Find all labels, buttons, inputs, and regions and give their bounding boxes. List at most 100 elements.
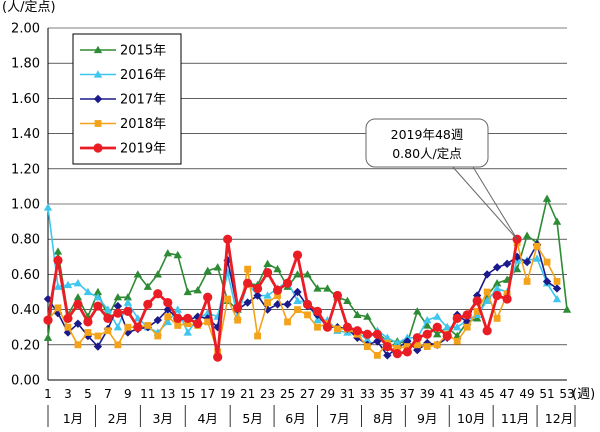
data-point bbox=[193, 286, 202, 294]
y-tick-label: 1.00 bbox=[11, 198, 40, 213]
data-point bbox=[352, 326, 363, 336]
y-unit-label: (人/定点) bbox=[2, 0, 56, 15]
annotation-leader bbox=[451, 165, 518, 240]
annotation-box bbox=[365, 118, 489, 168]
data-point bbox=[193, 319, 203, 329]
data-point bbox=[492, 279, 502, 287]
data-point bbox=[403, 343, 411, 350]
data-point bbox=[382, 341, 392, 352]
month-label: 5月 bbox=[242, 411, 262, 426]
x-tick-label: 25 bbox=[280, 387, 295, 401]
data-point bbox=[163, 249, 172, 257]
data-point bbox=[103, 313, 113, 323]
data-point bbox=[253, 291, 262, 300]
data-point bbox=[492, 284, 502, 292]
data-point bbox=[523, 278, 531, 285]
data-point bbox=[312, 306, 323, 316]
data-point bbox=[302, 299, 313, 309]
data-point bbox=[174, 322, 182, 329]
month-label: 4月 bbox=[197, 411, 217, 426]
data-point bbox=[442, 331, 452, 341]
data-point bbox=[173, 313, 183, 323]
y-tick-label: 1.40 bbox=[11, 127, 40, 142]
data-point bbox=[292, 250, 303, 260]
data-point bbox=[154, 332, 162, 340]
data-point bbox=[203, 266, 212, 275]
data-point bbox=[372, 329, 382, 339]
data-point bbox=[264, 299, 271, 306]
y-tick-label: 0.20 bbox=[11, 338, 40, 353]
y-tick-label: 1.20 bbox=[11, 162, 40, 177]
legend-marker bbox=[94, 120, 102, 127]
data-point bbox=[93, 342, 103, 351]
legend-label: 2016年 bbox=[120, 68, 166, 83]
legend-label: 2017年 bbox=[120, 93, 166, 108]
data-point bbox=[123, 293, 133, 301]
data-point bbox=[552, 294, 562, 303]
legend-label: 2015年 bbox=[120, 44, 166, 59]
data-point bbox=[43, 315, 53, 325]
x-tick-label: 13 bbox=[160, 387, 175, 401]
data-point bbox=[63, 280, 73, 289]
x-tick-label: 43 bbox=[460, 387, 475, 401]
data-point bbox=[353, 310, 362, 319]
data-point bbox=[502, 259, 512, 269]
data-point bbox=[84, 329, 92, 336]
y-tick-label: 0.60 bbox=[11, 268, 40, 283]
x-tick-label: 5 bbox=[84, 387, 92, 401]
x-tick-label: 27 bbox=[300, 387, 315, 401]
legend-entry: 2015年 bbox=[80, 44, 166, 59]
x-axis-ticks: 1 3 5 7 9 11 13 15 17 19 21 23 25 27 29 31 33 35 37 39 41 43 4… bbox=[44, 387, 574, 401]
data-point bbox=[502, 294, 512, 304]
data-point bbox=[204, 318, 212, 326]
month-label: 1月 bbox=[63, 411, 83, 426]
data-point bbox=[124, 323, 132, 331]
x-tick-label: 3 bbox=[64, 387, 72, 401]
data-point bbox=[114, 341, 122, 349]
data-point bbox=[393, 338, 402, 347]
annotation-callout: 2019年48週 0.80人/定点 bbox=[365, 118, 518, 240]
data-point bbox=[123, 298, 133, 306]
x-tick-label: 7 bbox=[104, 387, 112, 401]
x-tick-label: 45 bbox=[480, 387, 495, 401]
data-point bbox=[173, 250, 182, 259]
data-point bbox=[252, 283, 263, 294]
data-point bbox=[274, 292, 281, 299]
annotation-leader bbox=[469, 161, 518, 240]
data-point bbox=[313, 315, 322, 324]
x-tick-label: 37 bbox=[400, 387, 415, 401]
data-point bbox=[463, 323, 471, 331]
data-point bbox=[183, 313, 193, 323]
data-point bbox=[74, 341, 82, 349]
data-point bbox=[493, 315, 501, 322]
data-point bbox=[453, 323, 462, 331]
legend-entry: 2019年 bbox=[80, 142, 166, 157]
data-point bbox=[412, 333, 422, 343]
data-point bbox=[452, 313, 462, 323]
data-point bbox=[233, 303, 243, 313]
data-point bbox=[533, 242, 541, 250]
data-point bbox=[283, 300, 292, 309]
data-point bbox=[272, 285, 283, 295]
legend-marker bbox=[93, 143, 103, 153]
data-point bbox=[532, 254, 542, 262]
x-tick-label: 31 bbox=[340, 387, 355, 401]
data-point bbox=[273, 264, 282, 273]
data-point bbox=[173, 305, 182, 313]
data-point bbox=[483, 288, 491, 296]
data-point bbox=[462, 310, 472, 320]
data-point bbox=[263, 291, 272, 299]
x-tick-label: 39 bbox=[420, 387, 435, 401]
data-point bbox=[304, 311, 311, 319]
y-tick-label: 2.00 bbox=[11, 22, 40, 37]
x-tick-label: 19 bbox=[220, 387, 235, 401]
series-2018年 bbox=[44, 239, 561, 359]
data-point bbox=[422, 329, 432, 339]
data-point bbox=[492, 290, 502, 301]
data-point bbox=[113, 308, 123, 318]
data-point bbox=[423, 315, 432, 324]
data-point bbox=[482, 296, 492, 304]
month-label: 8月 bbox=[373, 411, 393, 426]
legend-label: 2019年 bbox=[120, 142, 166, 157]
